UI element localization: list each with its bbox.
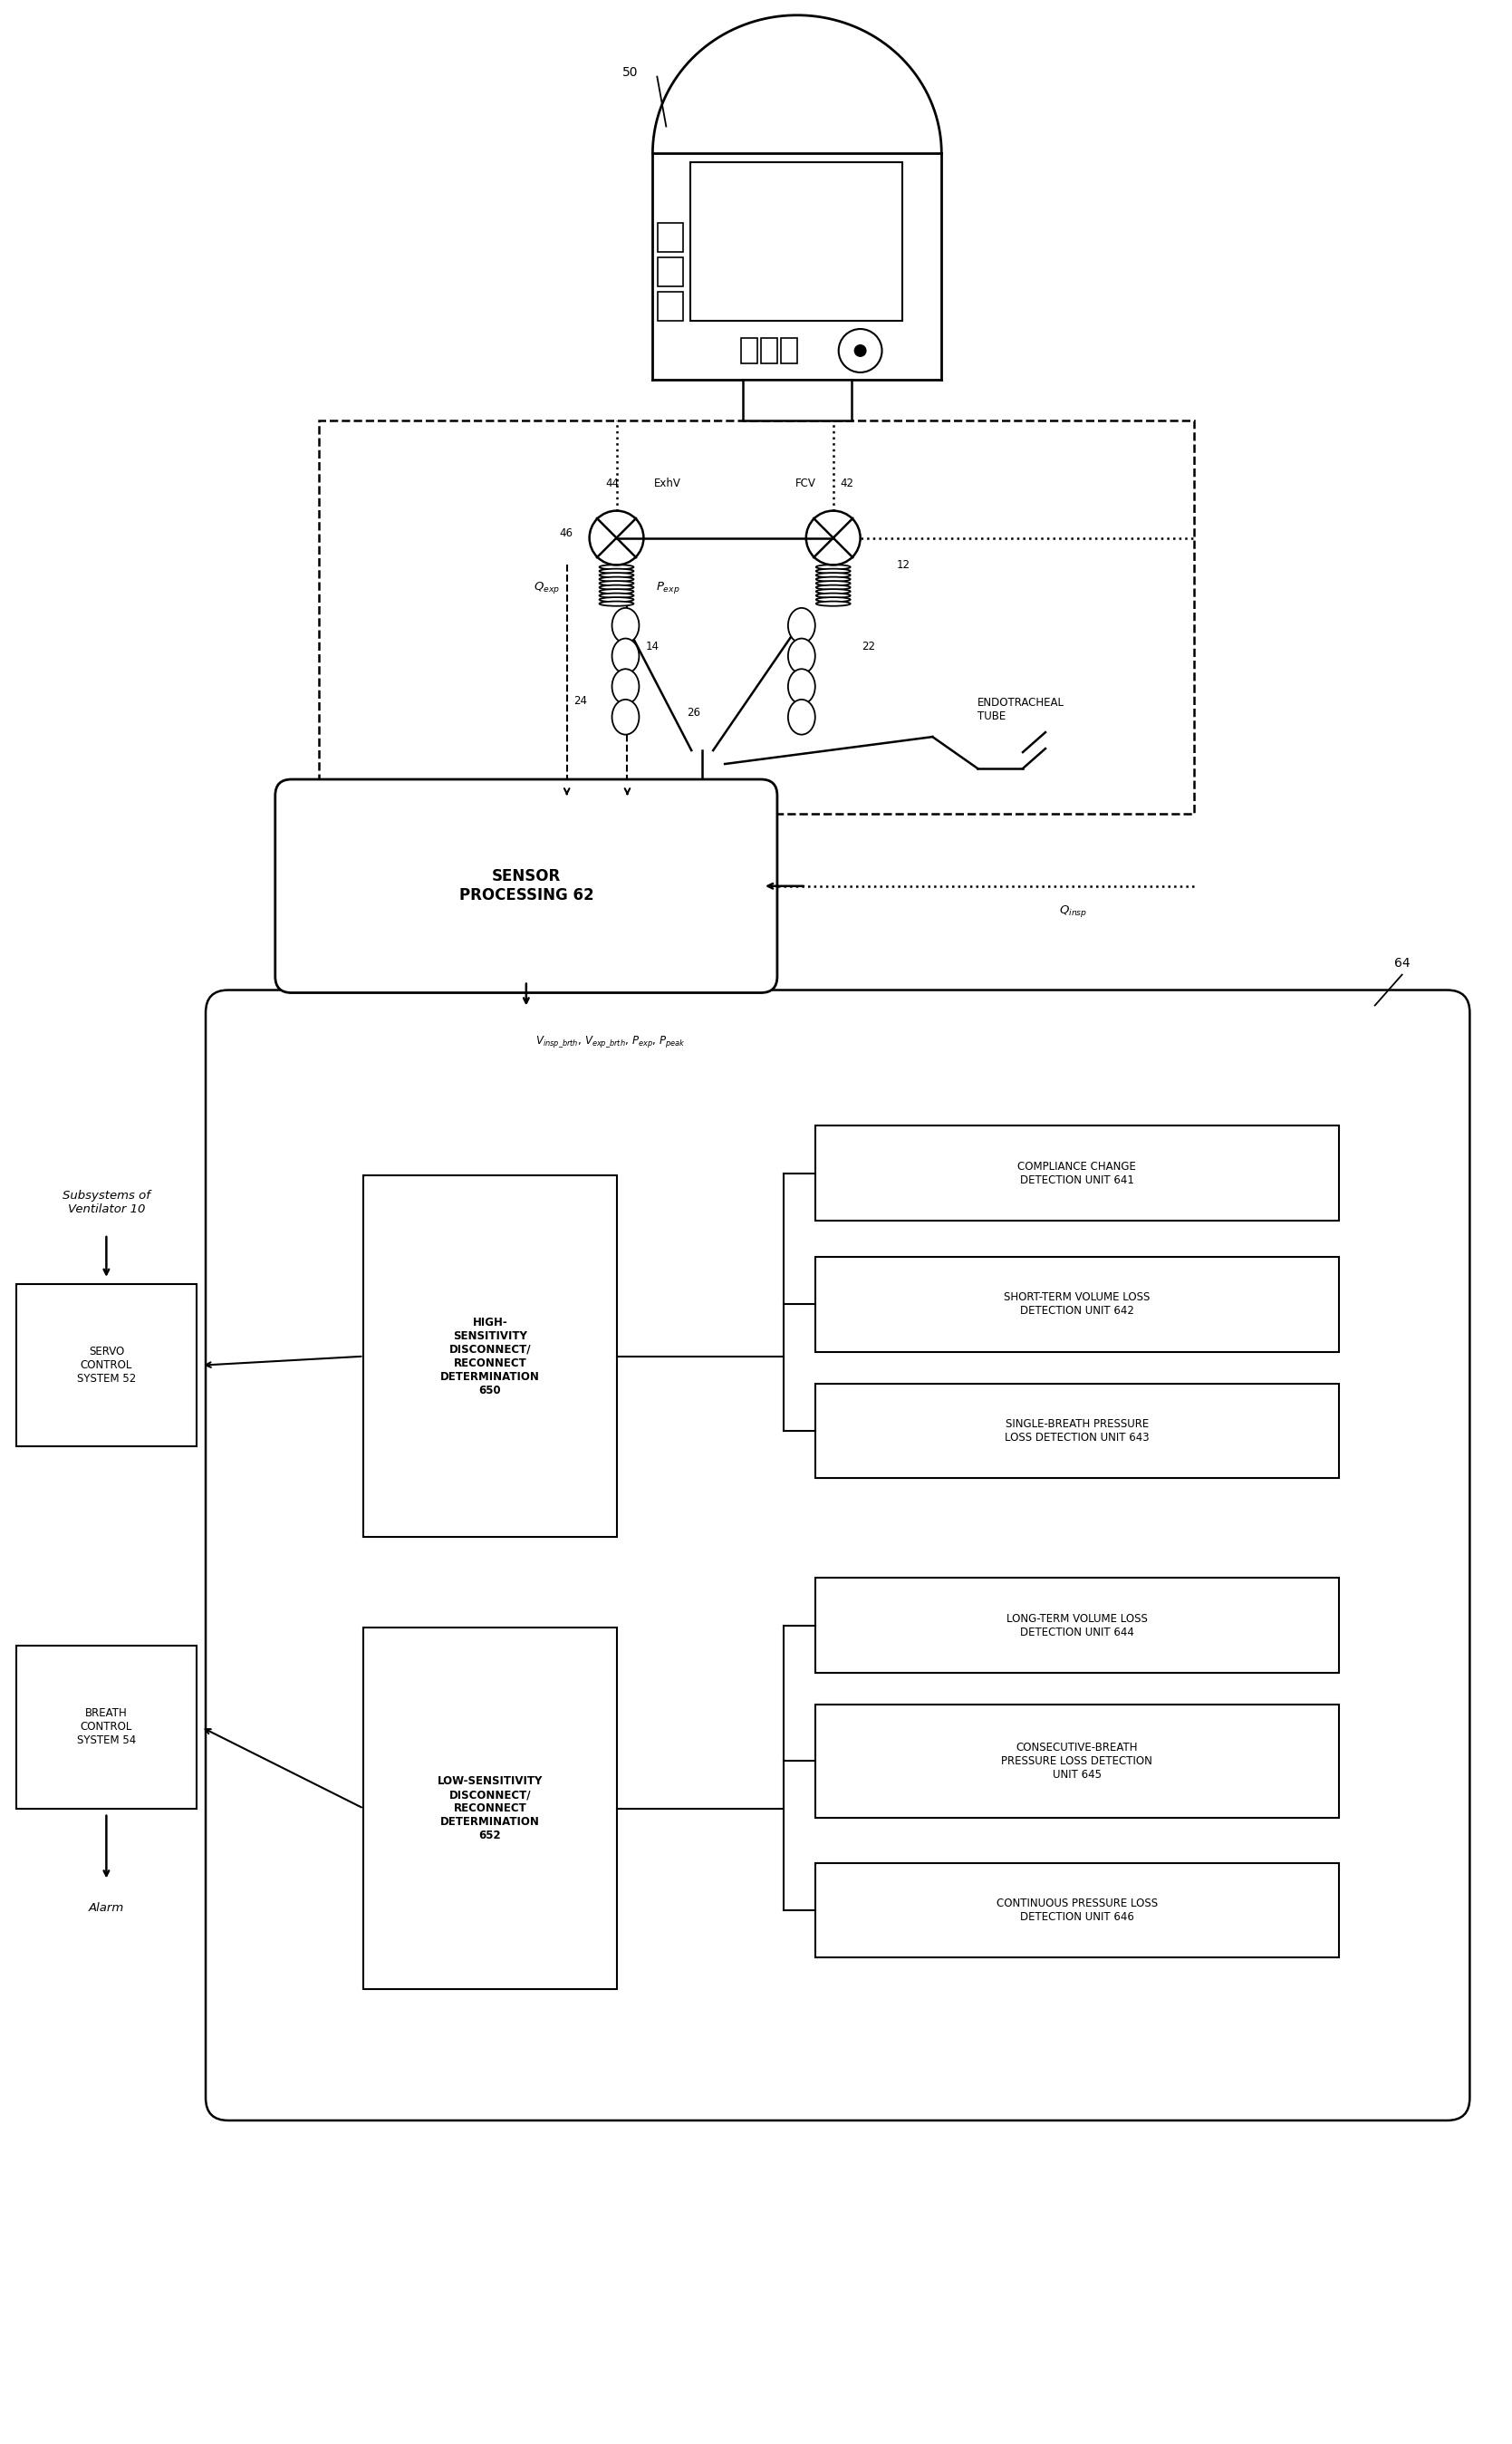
Text: $Q_{exp}$: $Q_{exp}$: [534, 579, 559, 596]
Ellipse shape: [816, 572, 850, 577]
Bar: [780, 337, 797, 364]
Text: 50: 50: [621, 66, 638, 78]
Text: 24: 24: [575, 694, 588, 706]
Text: $P_{exp}$: $P_{exp}$: [656, 579, 680, 596]
Ellipse shape: [816, 594, 850, 599]
Ellipse shape: [816, 584, 850, 589]
Text: 22: 22: [862, 640, 875, 653]
Text: HIGH-
SENSITIVITY
DISCONNECT/
RECONNECT
DETERMINATION
650: HIGH- SENSITIVITY DISCONNECT/ RECONNECT …: [440, 1317, 540, 1396]
Text: 12: 12: [897, 560, 910, 572]
Ellipse shape: [599, 594, 634, 599]
Text: CONTINUOUS PRESSURE LOSS
DETECTION UNIT 646: CONTINUOUS PRESSURE LOSS DETECTION UNIT …: [996, 1897, 1158, 1923]
Ellipse shape: [599, 589, 634, 594]
Bar: [17, 1645, 197, 1809]
Bar: [815, 1256, 1338, 1352]
Bar: [815, 1127, 1338, 1220]
Ellipse shape: [816, 596, 850, 601]
Text: BREATH
CONTROL
SYSTEM 54: BREATH CONTROL SYSTEM 54: [77, 1708, 136, 1747]
Ellipse shape: [599, 577, 634, 582]
Text: 46: 46: [559, 528, 573, 540]
Ellipse shape: [816, 601, 850, 606]
Bar: [742, 379, 851, 420]
Ellipse shape: [599, 572, 634, 577]
Text: 26: 26: [686, 706, 700, 719]
Ellipse shape: [599, 569, 634, 574]
Ellipse shape: [599, 601, 634, 606]
Text: 14: 14: [646, 640, 659, 653]
Bar: [815, 1703, 1338, 1818]
Text: SINGLE-BREATH PRESSURE
LOSS DETECTION UNIT 643: SINGLE-BREATH PRESSURE LOSS DETECTION UN…: [1004, 1418, 1149, 1444]
Text: $Q_{insp}$: $Q_{insp}$: [1058, 904, 1087, 919]
Bar: [17, 1283, 197, 1447]
Bar: [319, 420, 1194, 814]
Ellipse shape: [599, 584, 634, 589]
Text: 44: 44: [605, 477, 618, 489]
Text: FCV: FCV: [795, 477, 816, 489]
Bar: [815, 1579, 1338, 1672]
Ellipse shape: [599, 565, 634, 569]
Bar: [815, 1383, 1338, 1479]
Bar: [815, 1862, 1338, 1958]
Ellipse shape: [612, 670, 640, 704]
Bar: [364, 1628, 617, 1989]
Bar: [658, 257, 683, 286]
FancyBboxPatch shape: [275, 780, 777, 992]
Text: SERVO
CONTROL
SYSTEM 52: SERVO CONTROL SYSTEM 52: [77, 1347, 136, 1386]
Ellipse shape: [788, 638, 815, 675]
Ellipse shape: [816, 565, 850, 569]
Text: 42: 42: [841, 477, 854, 489]
Ellipse shape: [816, 589, 850, 594]
Text: CONSECUTIVE-BREATH
PRESSURE LOSS DETECTION
UNIT 645: CONSECUTIVE-BREATH PRESSURE LOSS DETECTI…: [1001, 1743, 1152, 1782]
Text: SENSOR
PROCESSING 62: SENSOR PROCESSING 62: [458, 868, 594, 904]
Bar: [691, 164, 903, 320]
Text: Alarm: Alarm: [89, 1901, 124, 1914]
Text: ENDOTRACHEAL
TUBE: ENDOTRACHEAL TUBE: [978, 697, 1064, 723]
Text: 64: 64: [1394, 956, 1411, 970]
Bar: [364, 1176, 617, 1537]
Ellipse shape: [788, 699, 815, 736]
Ellipse shape: [612, 699, 640, 736]
Text: LONG-TERM VOLUME LOSS
DETECTION UNIT 644: LONG-TERM VOLUME LOSS DETECTION UNIT 644: [1007, 1613, 1148, 1637]
Bar: [658, 291, 683, 320]
Text: SHORT-TERM VOLUME LOSS
DETECTION UNIT 642: SHORT-TERM VOLUME LOSS DETECTION UNIT 64…: [1004, 1290, 1151, 1317]
Ellipse shape: [816, 577, 850, 582]
Ellipse shape: [788, 609, 815, 643]
Ellipse shape: [612, 638, 640, 675]
Text: LOW-SENSITIVITY
DISCONNECT/
RECONNECT
DETERMINATION
652: LOW-SENSITIVITY DISCONNECT/ RECONNECT DE…: [437, 1774, 543, 1840]
Text: ExhV: ExhV: [655, 477, 682, 489]
Text: Subsystems of
Ventilator 10: Subsystems of Ventilator 10: [62, 1190, 150, 1215]
Circle shape: [854, 345, 866, 357]
Ellipse shape: [788, 670, 815, 704]
Ellipse shape: [599, 596, 634, 601]
Text: $V_{insp\_brth}$, $V_{exp\_brth}$, $P_{exp}$, $P_{peak}$: $V_{insp\_brth}$, $V_{exp\_brth}$, $P_{e…: [535, 1034, 685, 1048]
Ellipse shape: [816, 569, 850, 574]
Bar: [741, 337, 758, 364]
FancyBboxPatch shape: [206, 990, 1470, 2121]
Text: COMPLIANCE CHANGE
DETECTION UNIT 641: COMPLIANCE CHANGE DETECTION UNIT 641: [1018, 1161, 1137, 1185]
Ellipse shape: [612, 609, 640, 643]
Ellipse shape: [816, 582, 850, 587]
Bar: [658, 222, 683, 252]
Bar: [761, 337, 777, 364]
Ellipse shape: [599, 582, 634, 587]
